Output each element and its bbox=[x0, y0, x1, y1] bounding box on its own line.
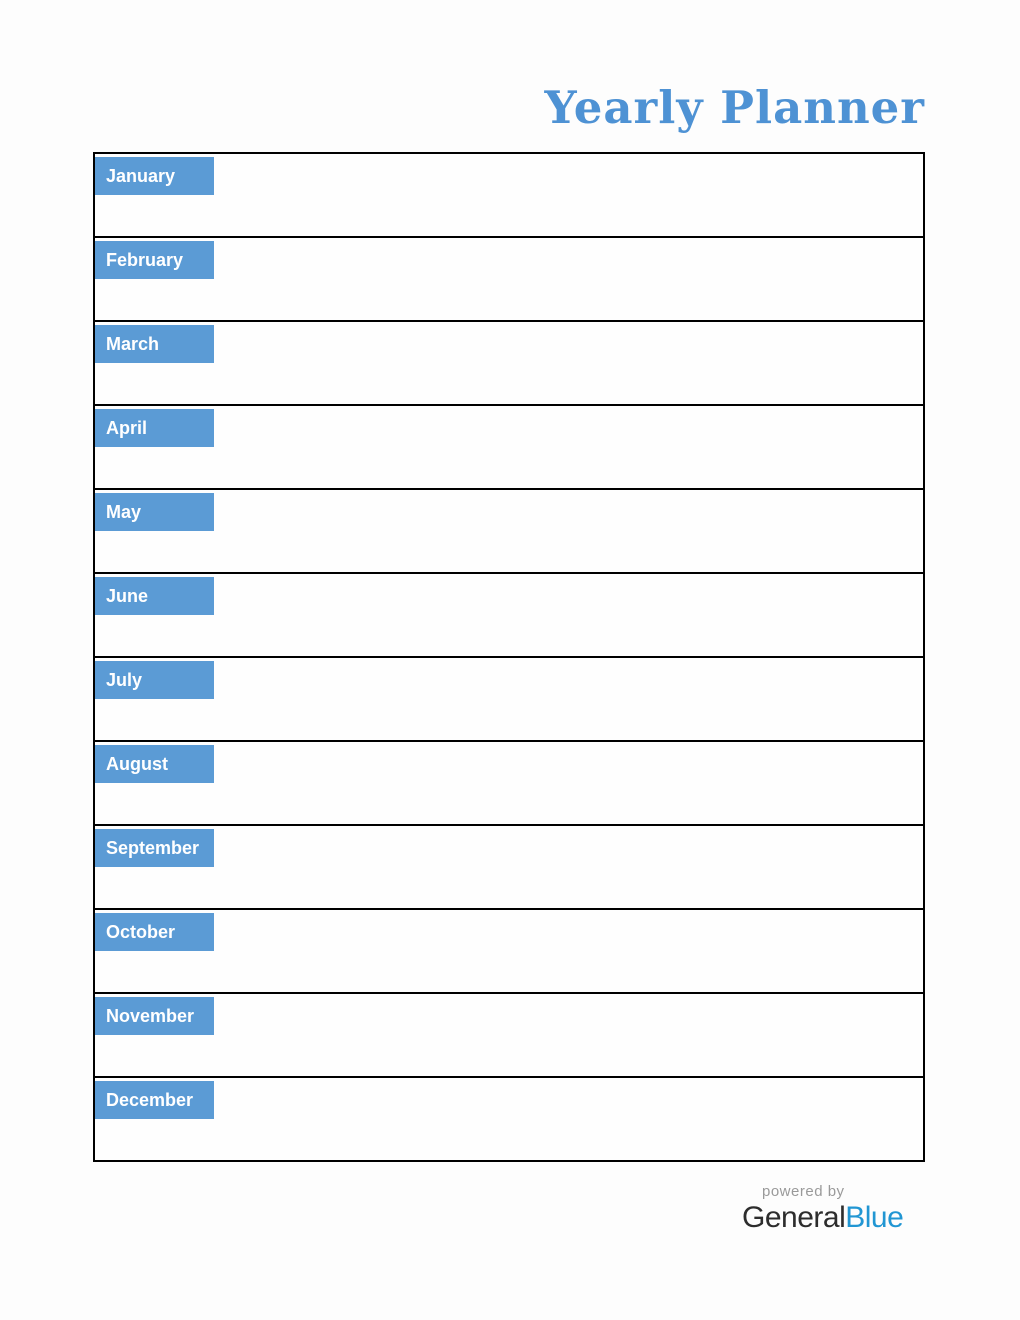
month-label-june: June bbox=[95, 577, 214, 615]
month-label-september: September bbox=[95, 829, 214, 867]
generalblue-logo: GeneralBlue bbox=[742, 1201, 904, 1234]
footer-brand: powered by GeneralBlue bbox=[742, 1183, 904, 1234]
month-row-november: November bbox=[95, 994, 923, 1078]
brand-blue-text: Blue bbox=[845, 1201, 904, 1234]
month-row-october: October bbox=[95, 910, 923, 994]
powered-by-label: powered by bbox=[762, 1183, 845, 1200]
brand-general-text: General bbox=[742, 1201, 846, 1234]
month-row-july: July bbox=[95, 658, 923, 742]
month-label-october: October bbox=[95, 913, 214, 951]
month-row-august: August bbox=[95, 742, 923, 826]
month-row-december: December bbox=[95, 1078, 923, 1160]
month-label-march: March bbox=[95, 325, 214, 363]
month-row-may: May bbox=[95, 490, 923, 574]
page-title: Yearly Planner bbox=[544, 81, 925, 134]
month-label-april: April bbox=[95, 409, 214, 447]
month-label-december: December bbox=[95, 1081, 214, 1119]
month-row-february: February bbox=[95, 238, 923, 322]
month-label-january: January bbox=[95, 157, 214, 195]
month-label-july: July bbox=[95, 661, 214, 699]
month-row-january: January bbox=[95, 154, 923, 238]
planner-table: January February March April May June Ju… bbox=[93, 152, 925, 1162]
month-label-february: February bbox=[95, 241, 214, 279]
month-row-april: April bbox=[95, 406, 923, 490]
month-row-march: March bbox=[95, 322, 923, 406]
month-row-june: June bbox=[95, 574, 923, 658]
month-label-august: August bbox=[95, 745, 214, 783]
month-label-may: May bbox=[95, 493, 214, 531]
month-label-november: November bbox=[95, 997, 214, 1035]
month-row-september: September bbox=[95, 826, 923, 910]
